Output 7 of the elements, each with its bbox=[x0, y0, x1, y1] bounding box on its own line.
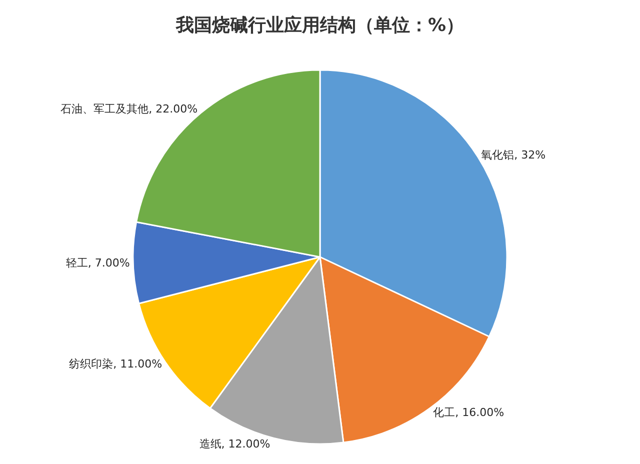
slice-label: 化工, 16.00% bbox=[433, 406, 504, 420]
slice-label: 纺织印染, 11.00% bbox=[69, 358, 162, 371]
slice-label: 造纸, 12.00% bbox=[199, 438, 270, 451]
slice-label: 石油、军工及其他, 22.00% bbox=[60, 102, 198, 116]
chart-title: 我国烧碱行业应用结构（单位：%） bbox=[174, 15, 464, 36]
slice-label: 轻工, 7.00% bbox=[66, 256, 130, 270]
slice-label: 氧化铝, 32% bbox=[481, 148, 546, 162]
